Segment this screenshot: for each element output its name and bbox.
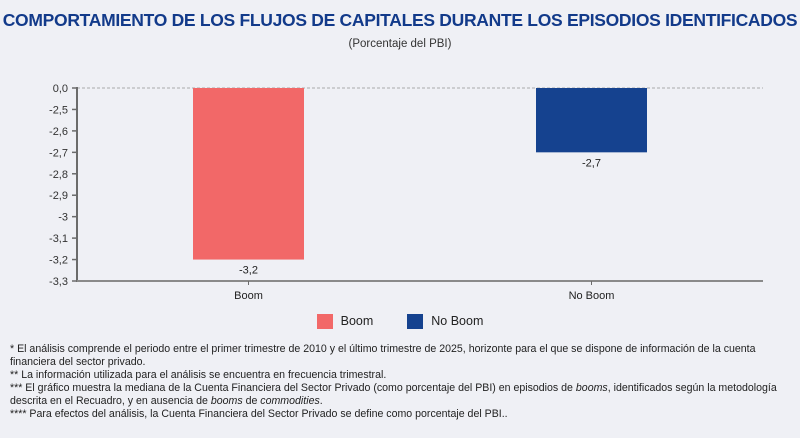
legend-label-boom: Boom [340,314,374,328]
x-category-label-no-boom: No Boom [569,290,615,302]
footnote-1: * El análisis comprende el periodo entre… [10,343,756,368]
y-tick-label: -3,3 [49,276,68,288]
bars: -3,2 -2,7 [193,88,647,277]
y-axis-ticks: 0,0 -2,5 -2,6 -2,7 -2,8 -2,9 -3 -3,1 -3,2 -3,3 [49,83,77,288]
bar-no-boom [536,88,647,153]
legend-item-boom: Boom [316,311,374,331]
y-tick-label: -2,5 [49,104,68,116]
y-tick-label: -2,8 [49,169,68,181]
chart-title: COMPORTAMIENTO DE LOS FLUJOS DE CAPITALE… [2,10,798,30]
y-tick-label: -2,9 [49,190,68,202]
y-tick-label: 0,0 [53,83,68,95]
data-label-no-boom: -2,7 [582,157,601,169]
footnote-4: **** Para efectos del análisis, la Cuent… [10,408,508,420]
legend-label-no-boom: No Boom [431,314,484,328]
y-tick-label: -3,1 [49,233,68,245]
y-tick-label: -2,7 [49,147,68,159]
footnote-2: ** La información utilizada para el anál… [10,369,387,381]
y-tick-label: -3 [58,212,68,224]
x-axis-categories: Boom No Boom [234,281,614,302]
legend-item-no-boom: No Boom [407,311,483,331]
y-tick-label: -2,6 [49,126,68,138]
footnote-3: *** El gráfico muestra la mediana de la … [10,382,777,407]
y-tick-label: -3,2 [49,255,68,267]
data-label-boom: -3,2 [239,265,258,277]
chart-subtitle: (Porcentaje del PBI) [348,38,452,50]
bar-boom [193,88,304,260]
legend-swatch-no-boom [407,313,424,329]
legend-swatch-boom [316,313,333,329]
x-category-label-boom: Boom [234,290,263,302]
footnotes: * El análisis comprende el periodo entre… [10,343,795,421]
legend: Boom No Boom [0,311,800,331]
